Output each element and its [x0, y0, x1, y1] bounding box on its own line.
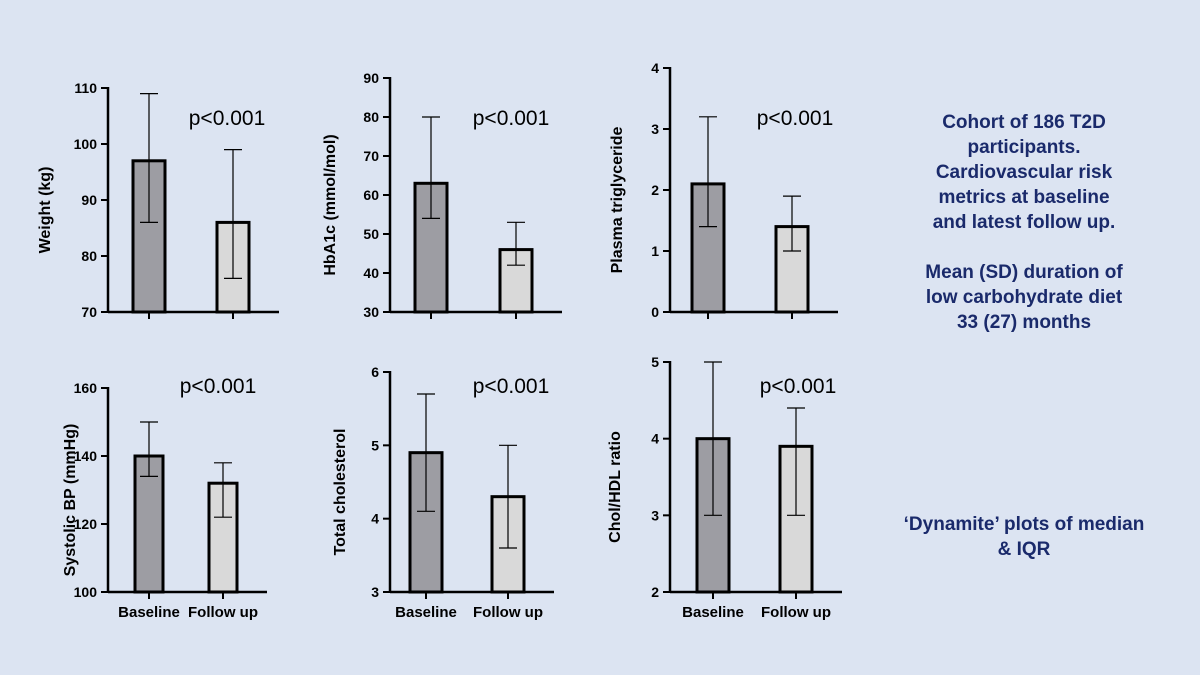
p-value-annotation: p<0.001: [760, 375, 837, 398]
cohort-description: Cohort of 186 T2D participants. Cardiova…: [874, 110, 1174, 235]
y-tick-label: 2: [651, 182, 659, 198]
y-tick-label: 0: [651, 304, 659, 320]
y-tick-label: 70: [363, 148, 379, 164]
y-tick-label: 3: [651, 507, 659, 523]
cohort-line: Cohort of 186 T2D: [942, 112, 1106, 133]
chart-panel: 2 3 4 5 Baseline Follow up Chol/HDL ratio p<0.0…: [607, 354, 842, 621]
y-tick-label: 140: [74, 448, 98, 464]
y-tick-label: 80: [81, 248, 97, 264]
y-tick-label: 160: [74, 380, 98, 396]
x-tick-label: Follow up: [188, 604, 258, 621]
y-tick-label: 50: [363, 226, 379, 242]
y-tick-label: 3: [651, 121, 659, 137]
y-tick-label: 70: [81, 304, 97, 320]
chart-panel: 30 40 50 60 70 80 90 HbA1c (mmol/mol) p<0.001: [322, 70, 562, 320]
x-tick-label: Baseline: [118, 604, 180, 621]
chart-panel: 100 120 140 160 Baseline Follow up Systolic BP…: [62, 375, 267, 621]
y-axis-label: Weight (kg): [37, 167, 54, 254]
y-tick-label: 110: [74, 80, 97, 96]
note-line: ‘Dynamite’ plots of median: [903, 514, 1145, 535]
y-tick-label: 5: [651, 354, 659, 370]
y-tick-label: 100: [74, 136, 98, 152]
p-value-annotation: p<0.001: [189, 107, 266, 130]
p-value-annotation: p<0.001: [757, 107, 834, 130]
chart-panel: 3 4 5 6 Baseline Follow up Total cholesterol p<…: [332, 364, 554, 621]
y-tick-label: 3: [371, 584, 379, 600]
y-tick-label: 40: [363, 265, 379, 281]
y-tick-label: 4: [651, 60, 659, 76]
duration-line: low carbohydrate diet: [925, 287, 1123, 308]
chart-panel: 70 80 90 100 110 Weight (kg) p<0.001: [37, 80, 279, 320]
y-axis-label: Plasma triglyceride: [609, 127, 626, 274]
y-tick-label: 90: [363, 70, 379, 86]
y-tick-label: 4: [651, 431, 659, 447]
cohort-line: and latest follow up.: [932, 212, 1116, 233]
y-tick-label: 5: [371, 437, 379, 453]
x-tick-label: Follow up: [761, 604, 831, 621]
y-tick-label: 80: [363, 109, 379, 125]
chart-panel: 0 1 2 3 4 Plasma triglyceride p<0.001: [609, 60, 838, 320]
y-axis-label: HbA1c (mmol/mol): [322, 134, 339, 275]
cohort-line: participants.: [967, 137, 1081, 158]
x-tick-label: Follow up: [473, 604, 543, 621]
y-tick-label: 4: [371, 511, 379, 527]
y-axis-label: Chol/HDL ratio: [607, 431, 624, 543]
y-tick-label: 30: [363, 304, 379, 320]
cohort-line: metrics at baseline: [938, 187, 1110, 208]
duration-line: Mean (SD) duration of: [925, 262, 1123, 283]
plot-type-note: ‘Dynamite’ plots of median & IQR: [874, 512, 1174, 562]
cohort-info-text: Cohort of 186 T2D participants. Cardiova…: [874, 110, 1174, 335]
y-tick-label: 60: [363, 187, 379, 203]
note-line: & IQR: [997, 539, 1051, 560]
y-axis-label: Total cholesterol: [332, 429, 349, 556]
y-tick-label: 2: [651, 584, 659, 600]
x-tick-label: Baseline: [395, 604, 457, 621]
x-tick-label: Baseline: [682, 604, 744, 621]
cohort-line: Cardiovascular risk: [935, 162, 1113, 183]
p-value-annotation: p<0.001: [180, 375, 257, 398]
y-tick-label: 90: [81, 192, 97, 208]
y-tick-label: 100: [74, 584, 98, 600]
y-tick-label: 120: [74, 516, 98, 532]
diet-duration: Mean (SD) duration of low carbohydrate d…: [874, 260, 1174, 335]
p-value-annotation: p<0.001: [473, 107, 550, 130]
p-value-annotation: p<0.001: [473, 375, 550, 398]
y-tick-label: 6: [371, 364, 379, 380]
y-axis-label: Systolic BP (mmHg): [62, 424, 79, 577]
duration-line: 33 (27) months: [956, 312, 1092, 333]
y-tick-label: 1: [651, 243, 659, 259]
